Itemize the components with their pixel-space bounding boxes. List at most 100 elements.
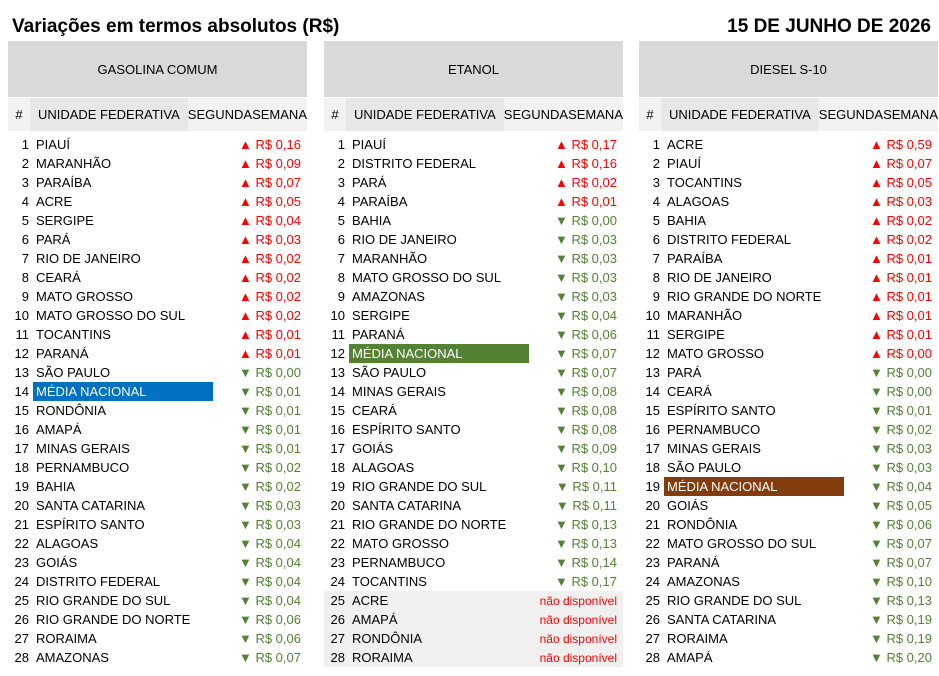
variation-cell: ▼ R$ 0,04: [213, 536, 307, 551]
rank-number: 7: [337, 251, 345, 266]
rank-number: 4: [21, 194, 29, 209]
down-arrow-icon: ▼: [554, 213, 568, 228]
rank-number: 22: [645, 536, 660, 551]
state-name: CEARÁ: [667, 384, 712, 399]
rank-number: 12: [330, 346, 345, 361]
table-row: 21 RONDÔNIA ▼ R$ 0,06: [639, 515, 938, 534]
state-name: PARAÍBA: [36, 175, 92, 190]
variation-cell: ▼ R$ 0,06: [529, 327, 623, 342]
down-arrow-icon: ▼: [555, 479, 569, 494]
rank-number: 28: [14, 650, 29, 665]
variation-cell: ▼ R$ 0,06: [844, 517, 938, 532]
variation-cell: ▼ R$ 0,08: [529, 384, 623, 399]
rank-number: 26: [645, 612, 660, 627]
state-name: RIO GRANDE DO NORTE: [667, 289, 822, 304]
state-name: PIAUÍ: [352, 137, 386, 152]
state-name: SÃO PAULO: [36, 365, 111, 380]
table-row: 6 PARÁ ▲ R$ 0,03: [8, 230, 307, 249]
down-arrow-icon: ▼: [238, 365, 252, 380]
table-row: 26 RIO GRANDE DO NORTE ▼ R$ 0,06: [8, 610, 307, 629]
rank-number: 20: [330, 498, 345, 513]
variation-value: R$ 0,08: [571, 403, 617, 418]
rank-number: 26: [14, 612, 29, 627]
variation-cell: ▼ R$ 0,05: [844, 498, 938, 513]
variation-cell: ▼ R$ 0,03: [529, 251, 623, 266]
rank-number: 8: [337, 270, 345, 285]
state-name: RIO GRANDE DO SUL: [36, 593, 171, 608]
state-name: TOCANTINS: [352, 574, 427, 589]
down-arrow-icon: ▼: [238, 612, 252, 627]
variation-value: R$ 0,02: [255, 479, 301, 494]
state-name: MÉDIA NACIONAL: [349, 344, 529, 363]
state-name: GOIÁS: [352, 441, 394, 456]
state-name: RORAIMA: [36, 631, 97, 646]
state-name: PARÁ: [352, 175, 387, 190]
table-row: 14 MINAS GERAIS ▼ R$ 0,08: [324, 382, 623, 401]
fuel-header: DIESEL S-10: [639, 41, 938, 97]
fuel-header: GASOLINA COMUM: [8, 41, 307, 97]
table-row: 5 BAHIA ▼ R$ 0,00: [324, 211, 623, 230]
variation-cell: ▲ R$ 0,04: [213, 213, 307, 228]
rank-number: 7: [652, 251, 660, 266]
rank-number: 13: [14, 365, 29, 380]
variation-cell: ▲ R$ 0,59: [844, 137, 938, 152]
variation-cell: ▼ R$ 0,00: [844, 365, 938, 380]
variation-value: R$ 0,07: [571, 346, 617, 361]
up-arrow-icon: ▲: [238, 308, 252, 323]
variation-cell: ▲ R$ 0,01: [529, 194, 623, 209]
table-row: 24 TOCANTINS ▼ R$ 0,17: [324, 572, 623, 591]
state-name: PARANÁ: [36, 346, 89, 361]
rank-number: 2: [21, 156, 29, 171]
variation-cell: ▲ R$ 0,01: [844, 251, 938, 266]
up-arrow-icon: ▲: [238, 327, 252, 342]
rank-number: 24: [330, 574, 345, 589]
table-row: 27 RONDÔNIA não disponível: [324, 629, 623, 648]
down-arrow-icon: ▼: [238, 498, 252, 513]
column-variation: SEGUNDA SEMANA: [503, 106, 623, 122]
up-arrow-icon: ▲: [554, 137, 568, 152]
state-name: MINAS GERAIS: [352, 384, 446, 399]
state-name: RIO GRANDE DO SUL: [667, 593, 802, 608]
up-arrow-icon: ▲: [554, 194, 568, 209]
variation-value: R$ 0,01: [886, 327, 932, 342]
state-name: RIO GRANDE DO NORTE: [36, 612, 191, 627]
variation-cell: ▲ R$ 0,02: [213, 308, 307, 323]
variation-cell: ▲ R$ 0,02: [844, 213, 938, 228]
variation-cell: ▲ R$ 0,02: [529, 175, 623, 190]
rank-number: 15: [330, 403, 345, 418]
down-arrow-icon: ▼: [869, 422, 883, 437]
variation-cell: ▼ R$ 0,06: [213, 612, 307, 627]
table-row: 4 PARAÍBA ▲ R$ 0,01: [324, 192, 623, 211]
state-name: DISTRITO FEDERAL: [36, 574, 161, 589]
rank-number: 14: [14, 384, 29, 399]
state-name: RIO GRANDE DO NORTE: [352, 517, 507, 532]
state-name: ALAGOAS: [36, 536, 99, 551]
up-arrow-icon: ▲: [238, 137, 252, 152]
panel-diesel: DIESEL S-10 # UNIDADE FEDERATIVA SEGUNDA…: [639, 41, 938, 667]
state-name: MARANHÃO: [36, 156, 112, 171]
state-name: ESPÍRITO SANTO: [352, 422, 461, 437]
rank-number: 11: [646, 327, 661, 342]
variation-cell: ▼ R$ 0,07: [529, 346, 623, 361]
variation-cell: ▼ R$ 0,01: [844, 403, 938, 418]
variation-value: R$ 0,11: [572, 479, 617, 494]
variation-value: R$ 0,00: [886, 365, 932, 380]
down-arrow-icon: ▼: [869, 593, 883, 608]
rank-number: 22: [14, 536, 29, 551]
table-row: 9 MATO GROSSO ▲ R$ 0,02: [8, 287, 307, 306]
down-arrow-icon: ▼: [554, 327, 568, 342]
variation-cell: ▲ R$ 0,01: [844, 270, 938, 285]
table-row: 24 AMAZONAS ▼ R$ 0,10: [639, 572, 938, 591]
up-arrow-icon: ▲: [238, 156, 252, 171]
rank-number: 22: [330, 536, 345, 551]
rank-number: 23: [330, 555, 345, 570]
variation-cell: ▼ R$ 0,03: [529, 232, 623, 247]
up-arrow-icon: ▲: [869, 213, 883, 228]
column-num: #: [331, 107, 339, 122]
rank-number: 3: [21, 175, 29, 190]
state-name: PARÁ: [36, 232, 71, 247]
variation-cell: ▲ R$ 0,02: [213, 251, 307, 266]
table-row: 7 RIO DE JANEIRO ▲ R$ 0,02: [8, 249, 307, 268]
rank-number: 17: [14, 441, 29, 456]
variation-cell: ▼ R$ 0,01: [213, 403, 307, 418]
